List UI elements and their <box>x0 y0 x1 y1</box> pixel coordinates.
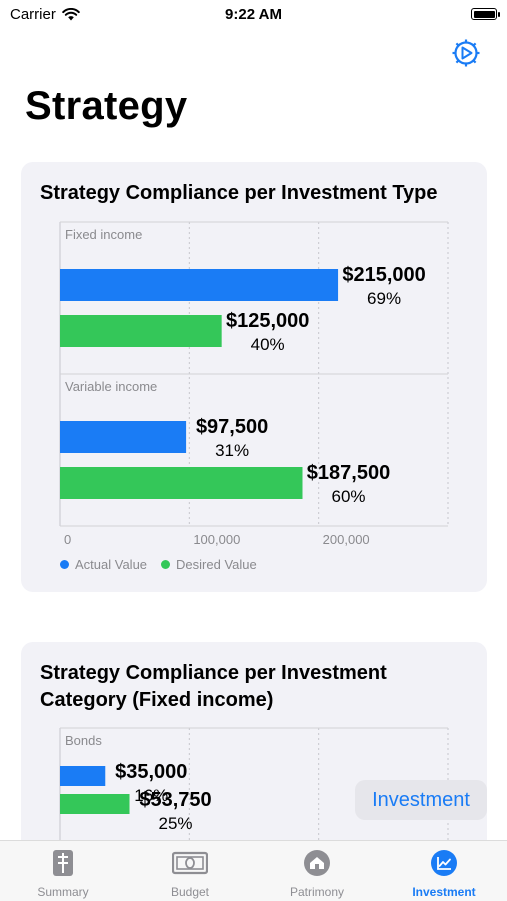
gear-icon <box>452 39 480 67</box>
tab-investment-label: Investment <box>412 885 476 899</box>
bar-percent-label: 31% <box>215 441 249 460</box>
carrier-label: Carrier <box>10 6 56 23</box>
bar-percent-label: 69% <box>367 289 401 308</box>
summary-icon <box>53 850 73 876</box>
bar-desired <box>60 794 130 814</box>
status-left: Carrier <box>10 6 80 23</box>
bar-percent-label: 16% <box>134 786 168 805</box>
banknote-icon <box>172 851 208 875</box>
bar-actual <box>60 766 106 786</box>
compliance-by-category-card: Strategy Compliance per Investment Categ… <box>21 642 487 872</box>
legend-actual: Actual Value <box>60 557 147 572</box>
tab-budget[interactable]: Budget <box>127 841 253 901</box>
tab-bar: Summary Budget Patrimony Investment <box>0 840 507 901</box>
legend-desired: Desired Value <box>161 557 257 572</box>
tab-summary[interactable]: Summary <box>0 841 126 901</box>
bar-value-label: $187,500 <box>307 462 390 484</box>
bar-value-label: $97,500 <box>196 416 268 438</box>
legend-desired-label: Desired Value <box>176 557 257 572</box>
bar-percent-label: 60% <box>331 487 365 506</box>
group-label: Bonds <box>65 733 102 748</box>
chart1-legend: Actual Value Desired Value <box>60 557 257 572</box>
bar-desired <box>60 315 222 347</box>
chart1-title: Strategy Compliance per Investment Type <box>40 182 438 204</box>
bar-actual <box>60 421 187 453</box>
legend-desired-dot <box>161 560 171 569</box>
battery-icon <box>471 8 500 20</box>
tab-budget-label: Budget <box>170 885 210 899</box>
group-label: Fixed income <box>65 227 142 242</box>
bar-value-label: $125,000 <box>226 310 309 332</box>
legend-actual-dot <box>60 560 69 569</box>
tab-summary-label: Summary <box>37 885 89 899</box>
house-icon <box>304 850 330 876</box>
bar-actual <box>60 269 339 301</box>
bar-value-label: $53,750 <box>139 789 211 811</box>
bar-percent-label: 40% <box>251 335 285 354</box>
chart1: Fixed income $215,000 69% $125,000 40% Variab… <box>59 221 449 547</box>
chart2: Bonds $35,000 16%$53,750 25% <box>59 727 449 872</box>
wifi-icon <box>62 8 80 21</box>
group-label: Variable income <box>65 379 157 394</box>
chart-line-icon <box>431 850 457 876</box>
legend-actual-label: Actual Value <box>75 557 148 572</box>
investment-filter-button[interactable]: Investment <box>355 780 487 820</box>
status-time: 9:22 AM <box>225 6 282 23</box>
x-tick-label: 200,000 <box>323 532 370 547</box>
bar-percent-label: 25% <box>159 814 193 833</box>
tab-patrimony-label: Patrimony <box>289 885 345 899</box>
chart2-title: Strategy Compliance per Investment Categ… <box>40 662 387 711</box>
x-tick-label: 100,000 <box>193 532 240 547</box>
bar-value-label: $35,000 <box>115 761 187 783</box>
x-tick-label: 0 <box>64 532 71 547</box>
tab-investment[interactable]: Investment <box>381 841 507 901</box>
page-title: Strategy <box>25 84 188 128</box>
compliance-by-type-card: Strategy Compliance per Investment Type … <box>21 162 487 592</box>
settings-button[interactable] <box>451 38 481 68</box>
bar-desired <box>60 467 303 499</box>
bar-value-label: $215,000 <box>342 264 425 286</box>
status-bar: Carrier 9:22 AM <box>0 0 507 30</box>
tab-patrimony[interactable]: Patrimony <box>254 841 380 901</box>
